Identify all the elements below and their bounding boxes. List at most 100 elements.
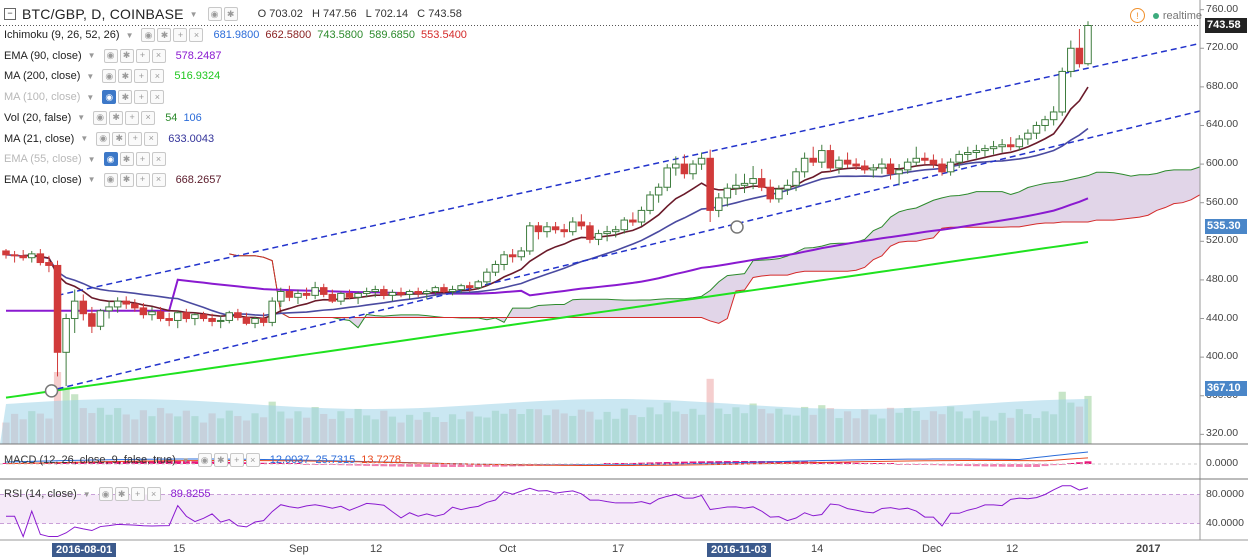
eye-icon[interactable]: ◉: [141, 28, 156, 42]
close-icon[interactable]: ×: [144, 131, 159, 146]
close-icon[interactable]: ×: [150, 90, 165, 105]
macd-legend[interactable]: MACD (12, 26, close, 9, false, true) ▼ ◉ ✱ +…: [4, 452, 407, 468]
collapse-icon[interactable]: −: [4, 8, 16, 20]
gear-icon[interactable]: ✱: [109, 110, 124, 125]
plus-icon[interactable]: +: [229, 453, 244, 467]
chevron-down-icon[interactable]: ▼: [87, 51, 96, 61]
plus-icon[interactable]: +: [134, 69, 149, 84]
indicator-name[interactable]: EMA (90, close): [4, 49, 82, 62]
indicator-row[interactable]: EMA (10, close) ▼ ◉ ✱ + × 668.2657: [4, 171, 227, 189]
eye-icon[interactable]: ◉: [103, 152, 118, 167]
candle-body: [431, 287, 440, 292]
gear-icon[interactable]: ✱: [112, 131, 127, 146]
eye-icon[interactable]: ◉: [96, 131, 111, 146]
senkou-span-b: [229, 194, 1200, 324]
indicator-controls: ◉ ✱ + ×: [102, 69, 166, 84]
indicator-row[interactable]: MA (100, close) ▼ ◉ ✱ + ×: [4, 88, 174, 106]
chevron-down-icon[interactable]: ▼: [181, 455, 190, 465]
candle-body: [440, 287, 448, 292]
eye-icon[interactable]: ◉: [98, 487, 113, 501]
indicator-name[interactable]: EMA (55, close): [4, 153, 82, 166]
indicator-name[interactable]: MA (100, close): [4, 91, 81, 104]
close-icon[interactable]: ×: [151, 172, 166, 187]
candlesticks: [2, 21, 1092, 387]
macd-histogram-bar: [440, 464, 448, 467]
gear-icon[interactable]: ✱: [157, 28, 172, 42]
indicator-row[interactable]: MA (200, close) ▼ ◉ ✱ + × 516.9324: [4, 67, 226, 85]
gear-icon[interactable]: ✱: [118, 90, 133, 105]
macd-histogram-bar: [139, 461, 147, 464]
close-icon[interactable]: ×: [150, 69, 165, 84]
macd-histogram-bar: [766, 461, 774, 464]
plus-icon[interactable]: +: [130, 487, 145, 501]
close-icon[interactable]: ×: [146, 487, 161, 501]
eye-icon[interactable]: ◉: [102, 90, 117, 105]
rsi-name[interactable]: RSI (14, close): [4, 488, 77, 500]
candle-body: [749, 178, 757, 184]
indicator-row[interactable]: Vol (20, false) ▼ ◉ ✱ + × 54 106: [4, 109, 208, 127]
macd-histogram-bar: [500, 464, 508, 467]
plus-icon[interactable]: +: [135, 172, 150, 187]
warning-icon[interactable]: !: [1129, 8, 1145, 23]
candle-body: [611, 229, 620, 233]
plus-icon[interactable]: +: [125, 110, 140, 125]
plus-icon[interactable]: +: [135, 48, 150, 63]
chevron-down-icon[interactable]: ▼: [87, 154, 96, 164]
eye-icon[interactable]: ◉: [93, 110, 108, 125]
plus-icon[interactable]: +: [128, 131, 143, 146]
macd-histogram-bar: [474, 464, 482, 467]
indicator-row[interactable]: EMA (90, close) ▼ ◉ ✱ + × 578.2487: [4, 47, 227, 65]
close-icon[interactable]: ×: [151, 152, 166, 167]
symbol-controls: ◉ ✱: [207, 7, 240, 21]
chevron-down-icon[interactable]: ▼: [87, 175, 96, 185]
candle-body: [319, 287, 328, 295]
candle-body: [285, 290, 294, 298]
close-icon[interactable]: ×: [141, 110, 156, 125]
indicator-name[interactable]: Ichimoku (9, 26, 52, 26): [4, 29, 120, 41]
macd-histogram-bar: [354, 464, 362, 466]
chevron-down-icon[interactable]: ▼: [80, 134, 89, 143]
macd-name[interactable]: MACD (12, 26, close, 9, false, true): [4, 454, 176, 466]
gear-icon[interactable]: ✱: [119, 152, 134, 167]
gear-icon[interactable]: ✱: [119, 172, 134, 187]
indicator-row[interactable]: EMA (55, close) ▼ ◉ ✱ + ×: [4, 150, 176, 168]
indicator-name[interactable]: MA (200, close): [4, 70, 81, 83]
plus-icon[interactable]: +: [135, 152, 150, 167]
eye-icon[interactable]: ◉: [102, 69, 117, 84]
chevron-down-icon[interactable]: ▼: [189, 9, 198, 19]
plus-icon[interactable]: +: [134, 90, 149, 105]
chevron-down-icon[interactable]: ▼: [86, 92, 95, 102]
gear-icon[interactable]: ✱: [223, 7, 238, 21]
candle-body: [337, 292, 345, 302]
eye-icon[interactable]: ◉: [207, 7, 222, 21]
gear-icon[interactable]: ✱: [213, 453, 228, 467]
close-icon[interactable]: ×: [245, 453, 260, 467]
plus-icon[interactable]: +: [173, 28, 188, 42]
gear-icon[interactable]: ✱: [119, 48, 134, 63]
chevron-down-icon[interactable]: ▼: [125, 30, 134, 40]
close-label: C: [417, 8, 426, 20]
indicator-name[interactable]: MA (21, close): [4, 132, 75, 145]
close-icon[interactable]: ×: [151, 48, 166, 63]
symbol-title[interactable]: BTC/GBP, D, COINBASE: [22, 6, 184, 22]
eye-icon[interactable]: ◉: [103, 172, 118, 187]
chevron-down-icon[interactable]: ▼: [77, 113, 86, 123]
indicator-name[interactable]: EMA (10, close): [4, 173, 82, 186]
rsi-legend[interactable]: RSI (14, close) ▼ ◉ ✱ + × 89.8255: [4, 486, 216, 502]
indicator-value: 743.5800: [317, 29, 364, 41]
indicator-row[interactable]: Ichimoku (9, 26, 52, 26) ▼ ◉ ✱ + × 681.9800 662…: [4, 26, 473, 44]
chevron-down-icon[interactable]: ▼: [86, 71, 95, 81]
macd-value: 13.7278: [361, 454, 402, 466]
gear-icon[interactable]: ✱: [118, 69, 133, 84]
chevron-down-icon[interactable]: ▼: [82, 489, 91, 499]
close-icon[interactable]: ×: [189, 28, 204, 42]
indicator-name[interactable]: Vol (20, false): [4, 111, 72, 124]
indicator-controls: ◉ ✱ + ×: [103, 172, 168, 187]
eye-icon[interactable]: ◉: [197, 453, 212, 467]
eye-icon[interactable]: ◉: [103, 48, 118, 63]
indicator-row[interactable]: MA (21, close) ▼ ◉ ✱ + × 633.0043: [4, 130, 220, 148]
candle-body: [27, 253, 36, 259]
gear-icon[interactable]: ✱: [114, 487, 129, 501]
macd-histogram-bar: [148, 461, 156, 464]
